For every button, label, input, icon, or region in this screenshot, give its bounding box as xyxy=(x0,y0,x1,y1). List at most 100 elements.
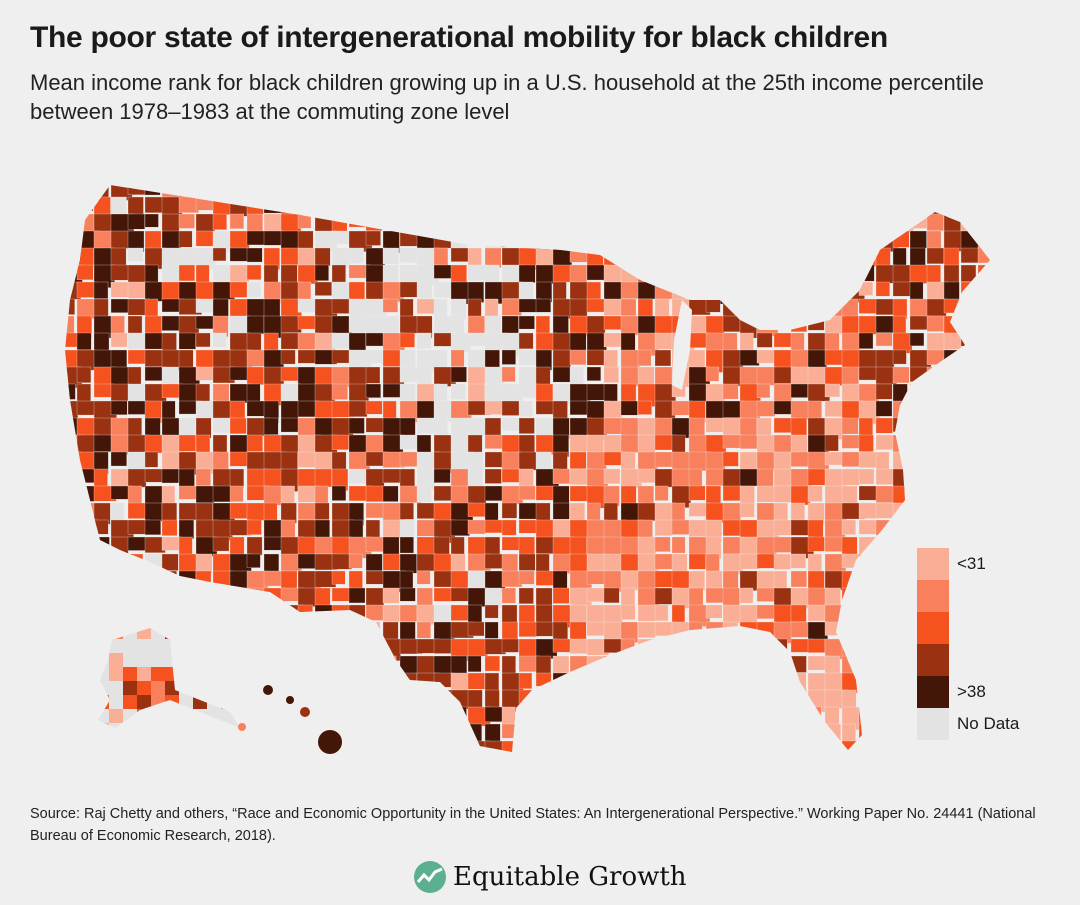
commuting-zone xyxy=(280,621,303,641)
commuting-zone xyxy=(263,706,283,727)
commuting-zone xyxy=(943,519,966,537)
commuting-zone xyxy=(467,638,488,657)
commuting-zone xyxy=(688,247,703,262)
commuting-zone xyxy=(773,502,788,522)
commuting-zone xyxy=(365,332,386,347)
commuting-zone xyxy=(756,264,775,283)
commuting-zone xyxy=(705,366,720,382)
commuting-zone xyxy=(331,332,351,349)
commuting-zone xyxy=(60,758,75,781)
commuting-zone xyxy=(722,519,742,537)
commuting-zone xyxy=(977,468,990,492)
commuting-zone xyxy=(552,213,571,229)
commuting-zone xyxy=(433,536,450,556)
commuting-zone xyxy=(331,349,352,364)
commuting-zone xyxy=(756,621,777,639)
commuting-zone xyxy=(399,553,417,574)
commuting-zone xyxy=(875,621,894,643)
commuting-zone xyxy=(995,333,1012,353)
commuting-zone xyxy=(467,213,485,228)
commuting-zone xyxy=(637,723,652,747)
commuting-zone xyxy=(603,230,627,251)
commuting-zone xyxy=(824,185,841,200)
commuting-zone xyxy=(382,740,407,752)
commuting-zone xyxy=(586,536,607,556)
commuting-zone xyxy=(977,185,990,195)
commuting-zone xyxy=(518,621,539,637)
commuting-zone xyxy=(943,502,963,517)
commuting-zone xyxy=(518,740,538,752)
commuting-zone xyxy=(501,740,522,752)
commuting-zone xyxy=(995,231,1009,245)
commuting-zone xyxy=(603,366,619,383)
commuting-zone xyxy=(235,653,240,668)
commuting-zone xyxy=(637,247,657,262)
commuting-zone xyxy=(484,196,508,216)
commuting-zone xyxy=(586,196,603,212)
commuting-zone xyxy=(620,196,640,211)
commuting-zone xyxy=(382,621,399,641)
commuting-zone xyxy=(263,485,282,506)
commuting-zone xyxy=(229,264,250,283)
commuting-zone xyxy=(892,621,914,645)
commuting-zone xyxy=(535,740,559,752)
commuting-zone xyxy=(790,706,807,725)
commuting-zone xyxy=(365,706,386,723)
commuting-zone xyxy=(98,723,110,728)
commuting-zone xyxy=(739,706,761,725)
commuting-zone xyxy=(858,621,878,643)
commuting-zone xyxy=(824,281,844,298)
commuting-zone xyxy=(620,185,643,199)
commuting-zone xyxy=(348,689,365,704)
commuting-zone xyxy=(65,706,80,723)
commuting-zone xyxy=(162,758,179,780)
commuting-zone xyxy=(212,247,227,262)
commuting-zone xyxy=(348,281,365,302)
commuting-zone xyxy=(926,315,945,332)
commuting-zone xyxy=(195,315,215,330)
commuting-zone xyxy=(961,758,984,772)
commuting-zone xyxy=(65,519,77,542)
commuting-zone xyxy=(705,689,726,710)
commuting-zone xyxy=(807,247,825,271)
commuting-zone xyxy=(161,366,179,386)
commuting-zone xyxy=(467,570,486,590)
commuting-zone xyxy=(348,553,363,569)
commuting-zone xyxy=(995,452,1015,469)
commuting-zone xyxy=(977,366,990,386)
commuting-zone xyxy=(654,723,669,742)
commuting-zone xyxy=(960,349,982,370)
commuting-zone xyxy=(348,604,366,628)
commuting-zone xyxy=(722,502,741,522)
commuting-zone xyxy=(943,281,960,300)
commuting-zone xyxy=(65,417,78,440)
commuting-zone xyxy=(995,197,1013,210)
commuting-zone xyxy=(94,758,116,780)
commuting-zone xyxy=(246,196,264,215)
commuting-zone xyxy=(977,485,990,500)
commuting-zone xyxy=(569,213,587,232)
commuting-zone xyxy=(688,196,704,219)
commuting-zone xyxy=(229,213,244,229)
commuting-zone xyxy=(960,740,984,752)
commuting-zone xyxy=(773,570,788,591)
commuting-zone xyxy=(297,536,317,557)
commuting-zone xyxy=(960,519,982,537)
commuting-zone xyxy=(382,638,401,661)
commuting-zone xyxy=(195,485,215,504)
commuting-zone xyxy=(773,281,788,301)
commuting-zone xyxy=(484,621,499,639)
commuting-zone xyxy=(280,672,300,692)
commuting-zone xyxy=(235,681,240,696)
commuting-zone xyxy=(221,628,236,640)
commuting-zone xyxy=(637,672,653,690)
commuting-zone xyxy=(841,638,856,657)
commuting-zone xyxy=(858,672,877,695)
commuting-zone xyxy=(586,706,601,725)
commuting-zone xyxy=(229,417,247,434)
commuting-zone xyxy=(995,384,1018,406)
commuting-zone xyxy=(875,264,896,284)
commuting-zone xyxy=(790,519,811,536)
commuting-zone xyxy=(858,723,876,746)
commuting-zone xyxy=(535,485,555,501)
